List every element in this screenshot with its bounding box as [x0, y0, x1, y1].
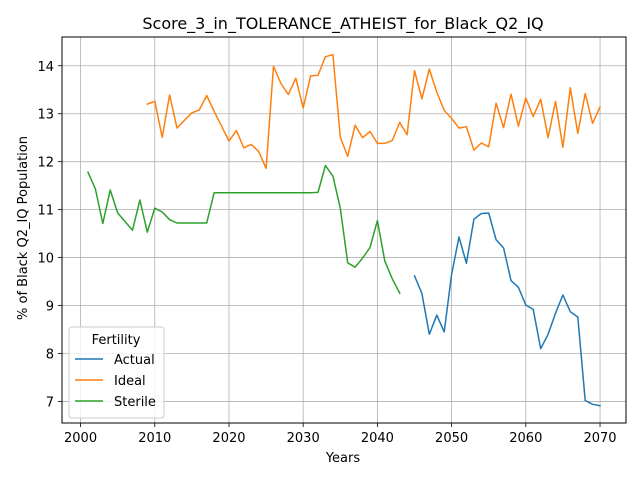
y-tick-label: 10 [37, 252, 54, 267]
x-tick-label: 2050 [435, 431, 468, 446]
legend-label-sterile: Sterile [114, 395, 156, 410]
x-tick-label: 2020 [212, 431, 245, 446]
chart-title: Score_3_in_TOLERANCE_ATHEIST_for_Black_Q… [142, 14, 543, 34]
y-tick-label: 14 [37, 60, 54, 75]
legend-box [68, 326, 165, 419]
series-layer [87, 53, 601, 407]
series-line-ideal [146, 53, 601, 170]
legend: Fertility Actual Ideal Sterile [68, 326, 165, 419]
plot-frame [61, 36, 627, 424]
x-axis-label: Years [325, 451, 361, 466]
legend-label-actual: Actual [114, 353, 155, 368]
y-tick-label: 11 [37, 204, 54, 219]
y-tick-label: 13 [37, 108, 54, 123]
axis-ticks: 2000 2010 2020 2030 2040 2050 2060 2070 7 8 9 10 11 1… [37, 60, 616, 446]
y-tick-label: 9 [46, 300, 54, 315]
x-tick-label: 2030 [287, 431, 320, 446]
x-tick-label: 2060 [509, 431, 542, 446]
series-line-sterile [87, 164, 401, 295]
x-tick-label: 2040 [361, 431, 394, 446]
y-tick-label: 12 [37, 156, 54, 171]
y-tick-label: 7 [46, 395, 54, 410]
y-axis-label: % of Black Q2_IQ Population [16, 136, 31, 320]
x-tick-label: 2010 [138, 431, 171, 446]
series-line-actual [413, 212, 601, 407]
y-tick-label: 8 [46, 347, 54, 362]
legend-label-ideal: Ideal [114, 374, 146, 389]
legend-title: Fertility [92, 333, 141, 348]
x-tick-label: 2070 [583, 431, 616, 446]
x-tick-label: 2000 [64, 431, 97, 446]
